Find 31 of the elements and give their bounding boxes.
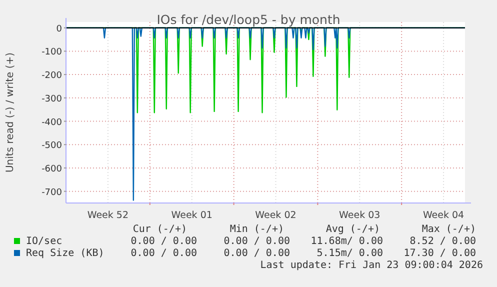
x-tick-label: Week 03 [339,210,380,221]
y-tick-label: -700 [42,188,62,198]
text: 0.00 / 0.00 [224,236,290,247]
text: 0.00 / 0.00 [130,248,197,259]
text: Min (-/+) [230,224,284,235]
text: Last update: Fri Jan 23 09:00:04 2026 [260,260,483,271]
x-tick-label: Week 02 [255,210,296,221]
legend-label: IO/sec [26,236,62,247]
text: 0.00 / 0.00 [130,236,197,247]
legend-label: Req Size (KB) [26,248,104,259]
text: Cur (-/+) [132,224,187,235]
line-series [65,27,466,201]
y-tick-label: -300 [42,94,62,104]
text: Max (-/+) [422,224,476,235]
x-tick-label: Week 01 [171,210,212,221]
chart-title: IOs for /dev/loop5 - by month [156,12,340,27]
y-tick-label: -400 [42,118,62,128]
text: 5.15m/ 0.00 [316,248,383,259]
text: 11.68m/ 0.00 [310,236,383,247]
y-axis-title: Units read (-) / write (+) [5,52,16,173]
y-tick-label: -100 [42,48,62,58]
x-tick-label: Week 52 [87,210,129,221]
y-tick-label: 0 [56,24,62,34]
y-tick-label: -500 [42,141,62,152]
text: Avg (-/+) [326,224,380,235]
text: 0.00 / 0.00 [224,248,290,259]
text: 17.30 / 0.00 [404,248,476,259]
y-tick-label: -600 [42,164,62,174]
text: 8.52 / 0.00 [410,236,476,247]
y-tick-label: -200 [42,71,62,82]
x-tick-label: Week 04 [422,210,464,221]
